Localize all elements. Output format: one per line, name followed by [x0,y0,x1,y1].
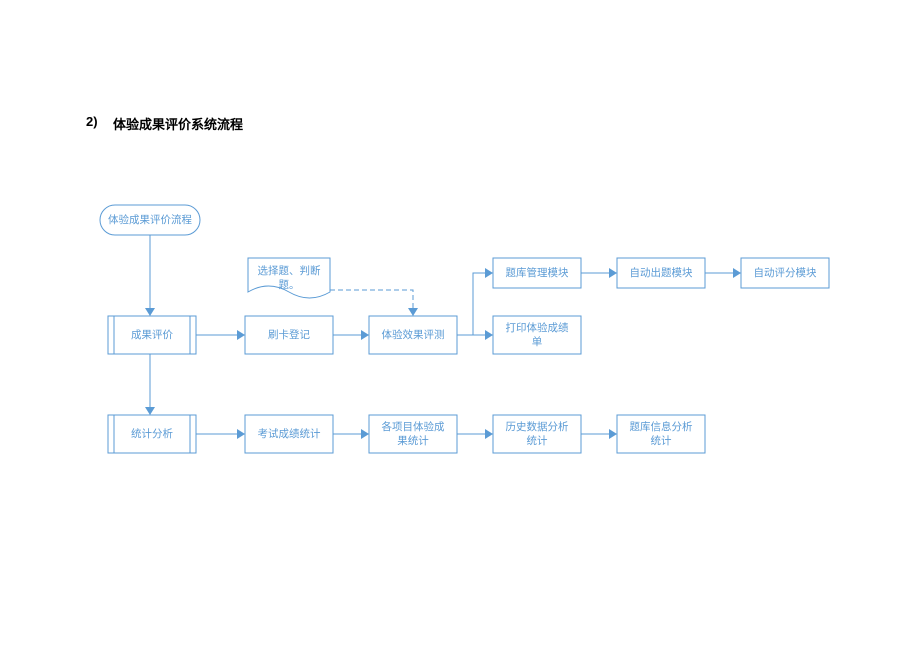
svg-text:题。: 题。 [279,279,300,291]
svg-text:统计分析: 统计分析 [131,427,173,440]
svg-text:题库信息分析: 题库信息分析 [630,420,693,433]
svg-text:各项目体验成: 各项目体验成 [382,420,445,433]
svg-text:单: 单 [532,336,543,348]
svg-text:打印体验成绩: 打印体验成绩 [506,321,569,334]
svg-text:统计: 统计 [527,434,548,447]
svg-text:体验成果评价流程: 体验成果评价流程 [108,213,192,226]
flowchart-diagram: 体验成果评价流程选择题、判断题。成果评价 刷卡登记 体验效果评测 打印体验成绩单 题库管… [0,0,920,651]
svg-text:题库管理模块: 题库管理模块 [506,266,569,279]
svg-text:自动评分模块: 自动评分模块 [754,266,817,279]
svg-text:考试成绩统计: 考试成绩统计 [258,427,321,440]
svg-text:选择题、判断: 选择题、判断 [258,264,321,277]
svg-text:刷卡登记: 刷卡登记 [268,328,310,341]
svg-text:自动出题模块: 自动出题模块 [630,266,693,279]
svg-text:成果评价: 成果评价 [131,329,173,341]
svg-text:统计: 统计 [651,434,672,447]
svg-text:体验效果评测: 体验效果评测 [382,328,445,341]
svg-text:果统计: 果统计 [397,434,429,447]
svg-text:历史数据分析: 历史数据分析 [506,420,569,433]
